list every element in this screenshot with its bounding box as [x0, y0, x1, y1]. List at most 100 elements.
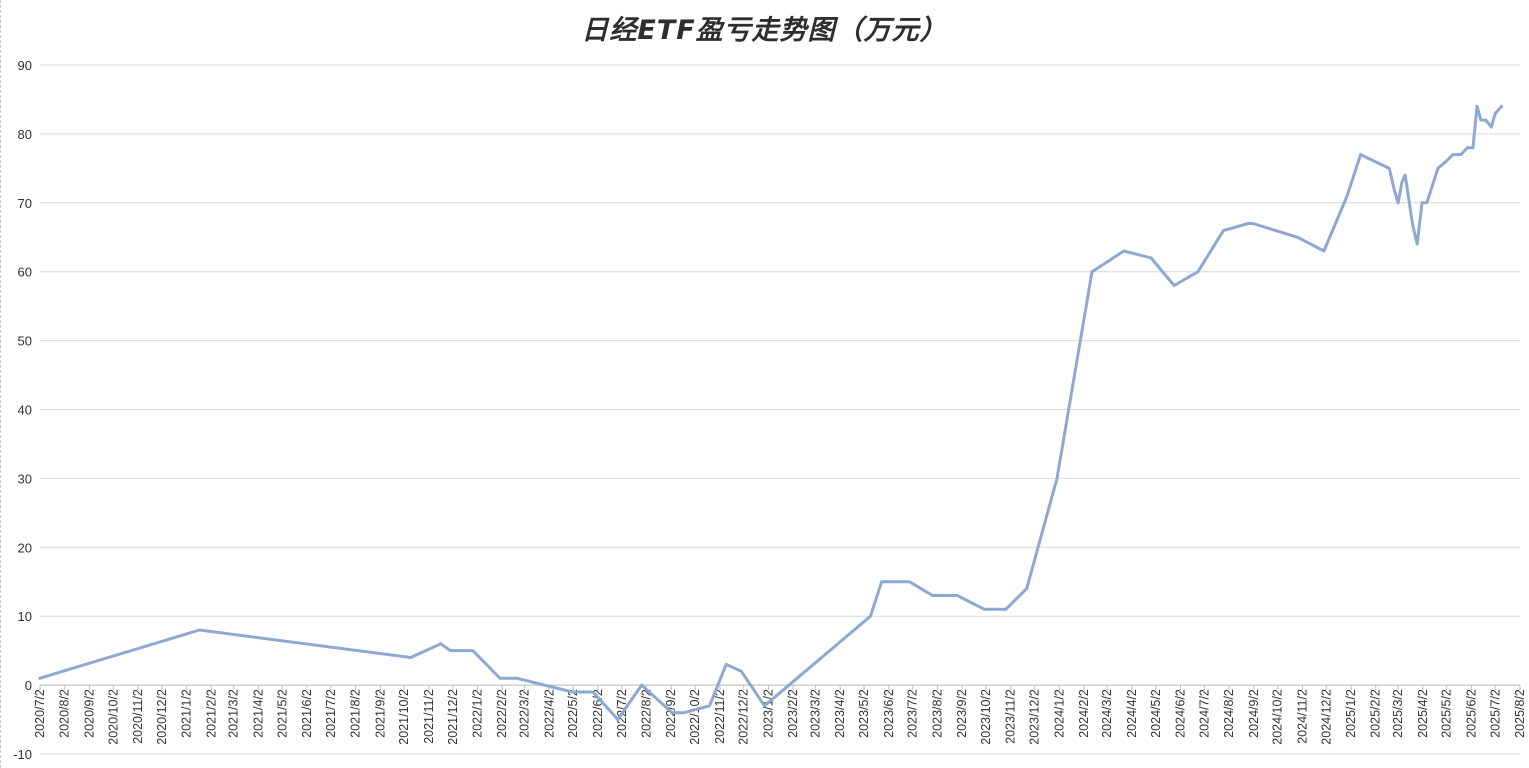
x-tick-label: 2024/12/2 — [1319, 689, 1333, 745]
data-point — [1149, 256, 1153, 260]
x-tick-label: 2023/5/2 — [857, 689, 871, 738]
x-tick-label: 2023/11/2 — [1004, 689, 1018, 744]
x-tick-label: 2022/10/2 — [688, 689, 702, 745]
x-tick-label: 2024/10/2 — [1271, 689, 1285, 745]
y-tick-label: 0 — [25, 678, 32, 693]
chart-title: 日经ETF盈亏走势图（万元） — [581, 15, 948, 46]
data-point — [1345, 194, 1349, 198]
data-point — [570, 690, 574, 694]
y-tick-label: 30 — [18, 471, 32, 486]
x-tick-label: 2025/8/2 — [1513, 689, 1527, 738]
x-tick-label: 2021/8/2 — [349, 689, 363, 738]
data-point — [1359, 153, 1363, 156]
x-tick-label: 2023/7/2 — [906, 689, 920, 738]
x-tick-label: 2025/4/2 — [1416, 689, 1430, 738]
x-tick-label: 2023/4/2 — [833, 689, 847, 738]
data-point — [498, 676, 502, 680]
x-tick-label: 2022/8/2 — [640, 689, 654, 738]
x-tick-label: 2021/2/2 — [204, 689, 218, 738]
x-tick-label: 2024/7/2 — [1197, 689, 1211, 738]
x-tick-label: 2020/7/2 — [33, 689, 47, 738]
data-point — [1436, 166, 1440, 170]
data-point — [1444, 160, 1448, 163]
x-tick-label: 2021/11/2 — [422, 689, 436, 744]
data-point — [515, 676, 518, 680]
data-point — [1396, 201, 1400, 205]
y-tick-label: -10 — [13, 747, 32, 762]
x-tick-label: 2025/5/2 — [1440, 689, 1454, 738]
data-point — [1484, 118, 1488, 122]
data-point — [1004, 607, 1008, 611]
x-tick-label: 2024/1/2 — [1052, 689, 1066, 738]
x-tick-label: 2022/3/2 — [518, 689, 532, 738]
x-tick-label: 2024/2/2 — [1077, 689, 1091, 738]
data-point — [1489, 125, 1493, 129]
x-tick-label: 2024/4/2 — [1125, 689, 1139, 738]
x-tick-label: 2024/11/2 — [1295, 689, 1309, 744]
data-point — [869, 614, 872, 618]
x-tick-label: 2022/2/2 — [495, 689, 509, 738]
x-tick-label: 2021/5/2 — [275, 689, 289, 738]
x-tick-label: 2023/8/2 — [930, 689, 944, 738]
data-point — [38, 676, 42, 680]
data-point — [616, 718, 620, 721]
series-layer — [38, 104, 1504, 721]
data-point — [1172, 284, 1176, 287]
x-tick-label: 2020/9/2 — [82, 689, 96, 738]
y-tick-label: 50 — [18, 334, 32, 349]
x-tick-label: 2023/3/2 — [808, 689, 822, 738]
data-point — [591, 690, 595, 694]
x-tick-label: 2021/12/2 — [446, 689, 460, 745]
data-point — [880, 580, 884, 584]
x-tick-label: 2021/3/2 — [227, 689, 241, 738]
y-tick-label: 80 — [18, 127, 32, 142]
data-point — [1475, 104, 1479, 108]
x-tick-label: 2021/10/2 — [397, 689, 411, 745]
y-tick-label: 90 — [18, 58, 32, 73]
data-point — [1392, 187, 1396, 191]
data-point — [1425, 201, 1429, 205]
data-point — [471, 649, 475, 653]
x-tick-label: 2024/9/2 — [1247, 689, 1261, 738]
data-point — [1090, 270, 1094, 274]
x-tick-label: 2020/8/2 — [58, 689, 72, 738]
x-axis-tick-labels: 2020/7/2 2020/8/2 2020/9/2 2020/10/2 2020/11… — [33, 685, 1527, 745]
data-point — [739, 669, 743, 673]
x-tick-label: 2022/11/2 — [713, 689, 727, 744]
data-point — [1222, 228, 1225, 232]
x-tick-label: 2021/9/2 — [373, 689, 387, 738]
x-tick-label: 2025/3/2 — [1391, 689, 1405, 738]
data-point — [983, 607, 986, 611]
series-line — [38, 104, 1504, 721]
x-tick-label: 2020/11/2 — [131, 689, 145, 744]
data-point — [708, 704, 711, 708]
x-tick-label: 2022/4/2 — [542, 689, 556, 738]
y-tick-label: 40 — [18, 403, 32, 418]
data-point — [1451, 153, 1455, 156]
x-tick-label: 2023/2/2 — [786, 689, 800, 738]
data-point — [1296, 235, 1300, 239]
data-point — [1055, 477, 1059, 480]
y-tick-label: 10 — [18, 609, 32, 624]
data-point — [439, 642, 443, 646]
x-tick-label: 2024/6/2 — [1173, 689, 1187, 738]
data-point — [763, 704, 766, 708]
data-point — [1322, 249, 1326, 253]
data-point — [1415, 242, 1419, 246]
x-tick-label: 2020/12/2 — [155, 689, 169, 745]
x-tick-label: 2025/6/2 — [1464, 689, 1478, 738]
data-point — [197, 628, 201, 632]
x-tick-label: 2024/8/2 — [1222, 689, 1236, 738]
x-tick-label: 2023/10/2 — [979, 689, 993, 745]
data-point — [1471, 146, 1475, 150]
data-point — [1465, 146, 1469, 150]
data-point — [1122, 249, 1126, 253]
x-tick-label: 2021/4/2 — [251, 689, 265, 738]
data-point — [1387, 166, 1391, 170]
data-point — [955, 594, 959, 597]
x-tick-label: 2021/1/2 — [180, 689, 194, 738]
y-tick-label: 60 — [18, 265, 32, 280]
x-tick-label: 2022/1/2 — [471, 689, 485, 738]
data-point — [724, 663, 728, 666]
